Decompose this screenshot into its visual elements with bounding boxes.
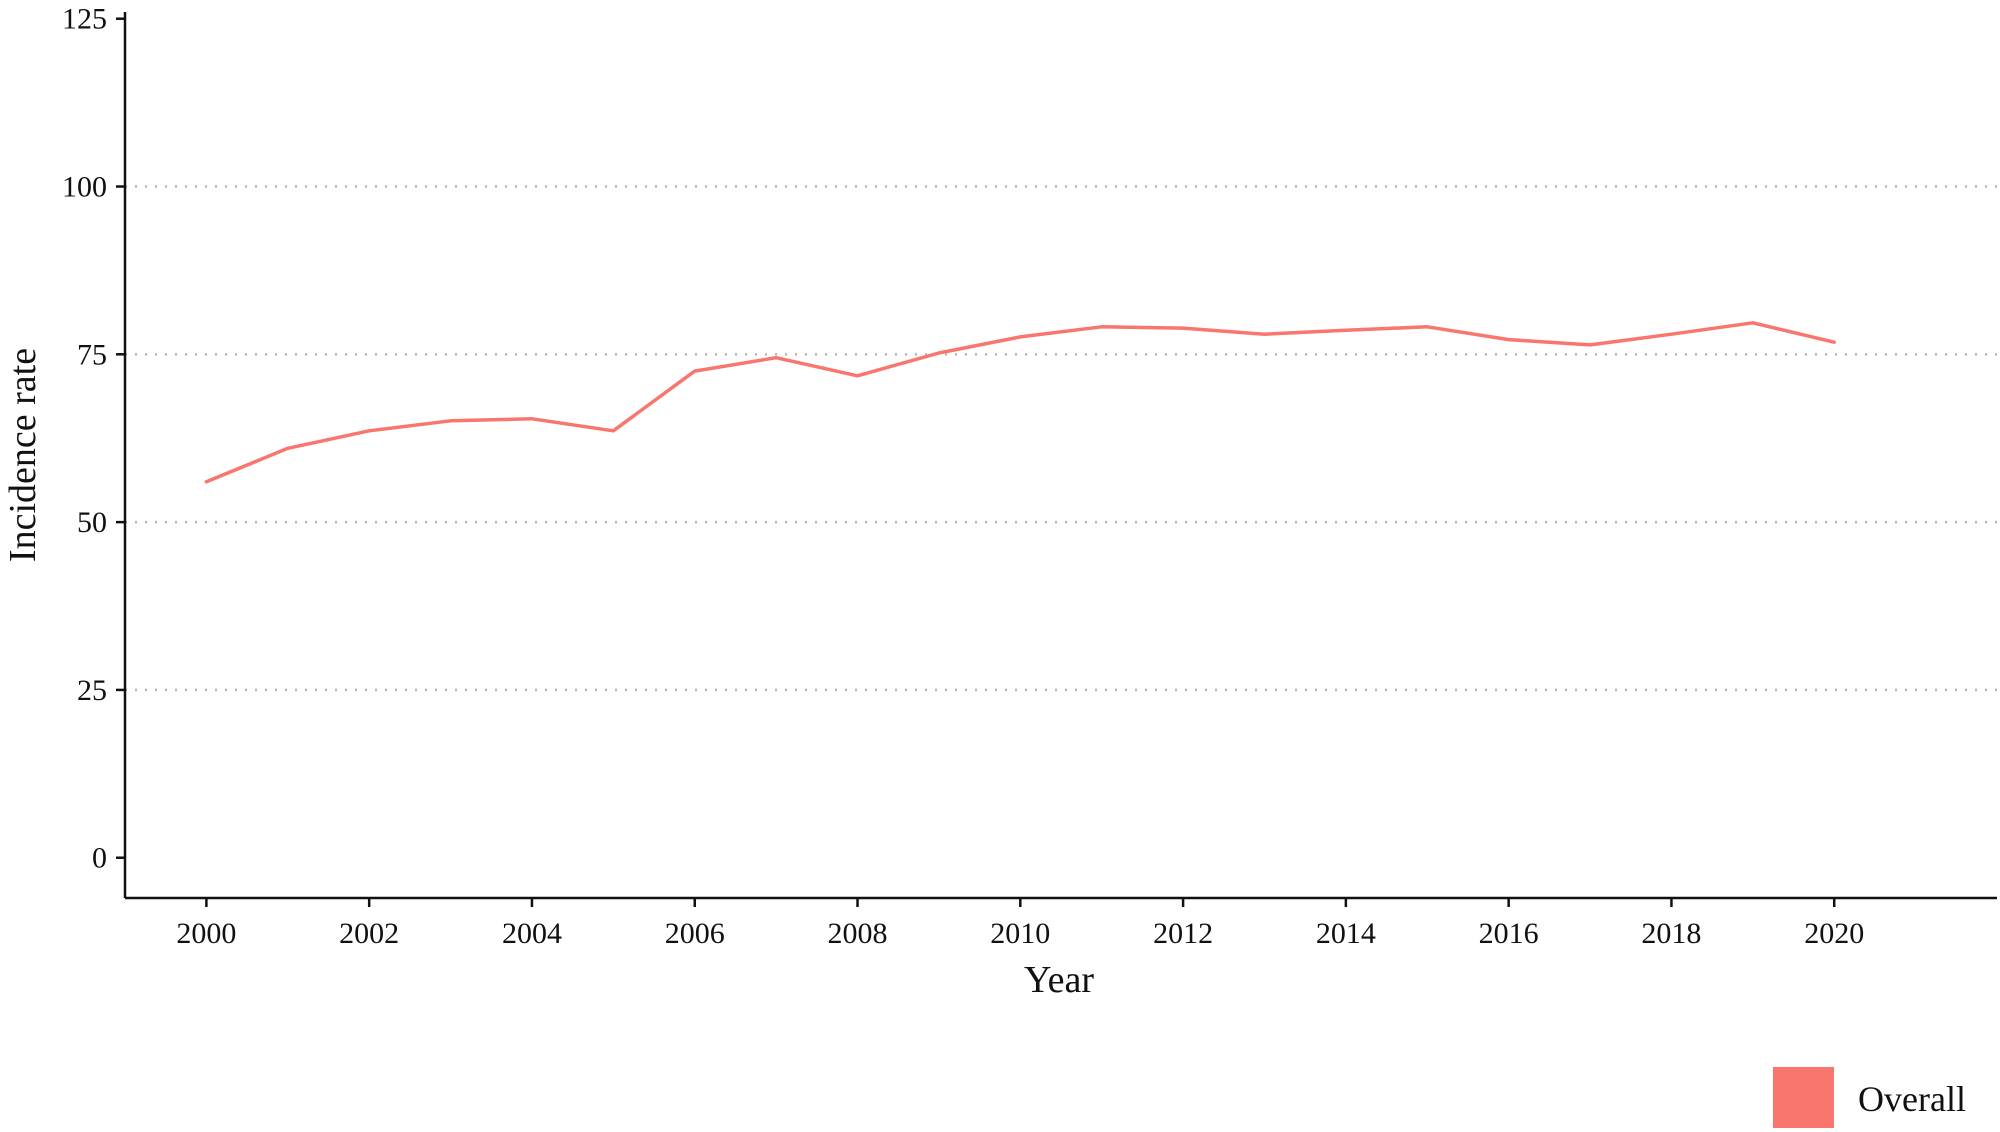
x-tick-label-2018: 2018: [1641, 917, 1701, 950]
data-point-2020: [1832, 340, 1836, 344]
x-tick-label-2014: 2014: [1316, 917, 1376, 950]
y-tick-label-50: 50: [77, 506, 107, 539]
x-tick-label-2010: 2010: [990, 917, 1050, 950]
x-axis-title: Year: [1024, 959, 1094, 1001]
data-point-2018: [1669, 332, 1673, 336]
data-point-2007: [774, 356, 778, 360]
data-point-2014: [1344, 328, 1348, 332]
data-point-2011: [1100, 325, 1104, 329]
ticks: 0 25 50 75 100 125 2000 2002 2004 2006 2008 2010 201…: [62, 3, 1864, 950]
x-tick-label-2012: 2012: [1153, 917, 1213, 950]
data-point-2005: [611, 429, 615, 433]
data-point-2000: [204, 480, 208, 484]
data-point-2010: [1018, 335, 1022, 339]
series-line-overall: [204, 321, 1836, 484]
y-tick-label-25: 25: [77, 674, 107, 707]
y-tick-label-100: 100: [62, 171, 107, 204]
x-tick-label-2000: 2000: [176, 917, 236, 950]
y-tick-label-125: 125: [62, 3, 107, 36]
y-axis-title: Incidence rate: [2, 348, 44, 562]
x-tick-label-2020: 2020: [1804, 917, 1864, 950]
legend-label-overall: Overall: [1858, 1079, 1966, 1119]
x-tick-label-2002: 2002: [339, 917, 399, 950]
y-tick-label-0: 0: [92, 842, 107, 875]
data-point-2015: [1425, 325, 1429, 329]
data-point-2008: [856, 374, 860, 378]
legend-swatch-overall: [1773, 1067, 1834, 1128]
x-tick-label-2008: 2008: [828, 917, 888, 950]
data-point-2003: [449, 419, 453, 423]
data-point-2017: [1588, 343, 1592, 347]
data-point-2004: [530, 417, 534, 421]
axes: [123, 12, 1997, 900]
x-tick-label-2006: 2006: [665, 917, 725, 950]
series-layer: [204, 321, 1836, 484]
data-point-2013: [1262, 332, 1266, 336]
data-point-2012: [1181, 326, 1185, 330]
data-point-2006: [693, 369, 697, 373]
data-point-2019: [1751, 321, 1755, 325]
gridlines: [125, 185, 1997, 692]
legend: Overall: [1773, 1067, 1966, 1128]
data-point-2002: [367, 429, 371, 433]
data-point-2009: [937, 351, 941, 355]
data-point-2016: [1507, 338, 1511, 342]
data-point-2001: [286, 446, 290, 450]
x-tick-label-2016: 2016: [1479, 917, 1539, 950]
y-tick-label-75: 75: [77, 338, 107, 371]
x-tick-label-2004: 2004: [502, 917, 562, 950]
